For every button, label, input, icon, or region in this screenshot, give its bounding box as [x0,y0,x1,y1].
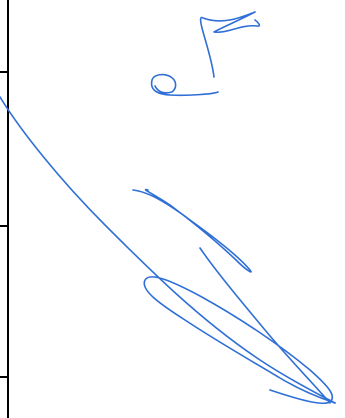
handwritten-m-stroke [199,11,261,78]
signature-lower-loop [143,276,336,405]
handwritten-9-stroke [150,73,219,97]
signature-tail-stroke [199,247,331,404]
signature-sweep-stroke [0,96,336,404]
signature-upper-loop [132,188,252,273]
